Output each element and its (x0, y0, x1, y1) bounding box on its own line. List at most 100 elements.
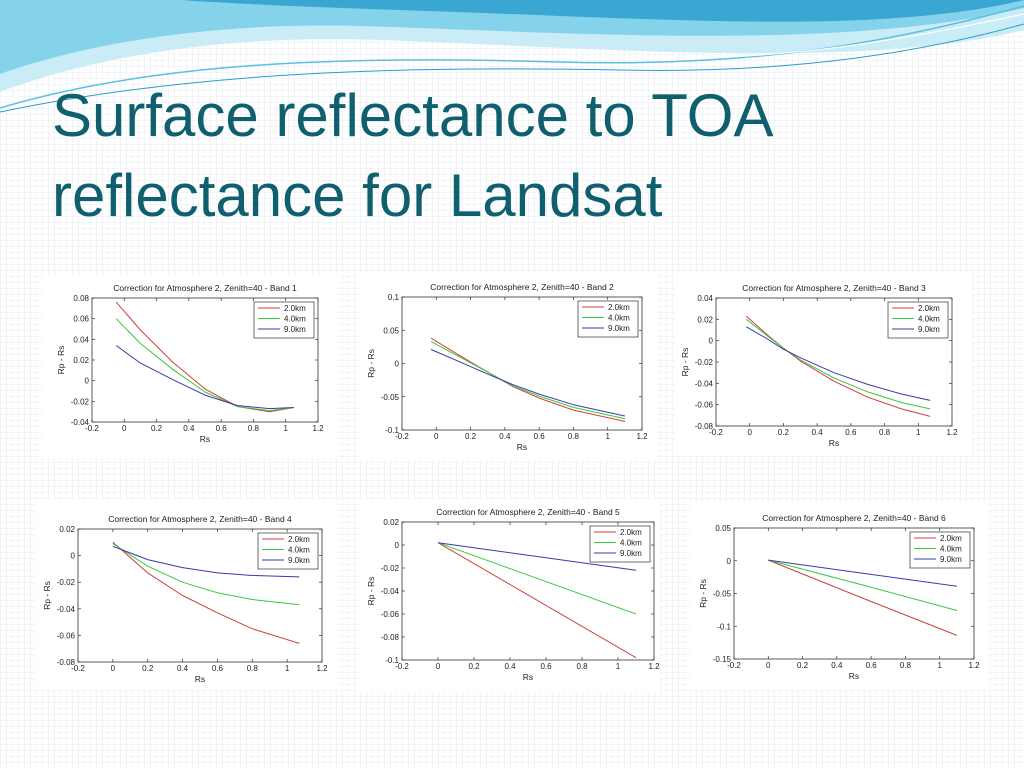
x-axis-label: Rs (517, 442, 527, 452)
series-line-9.0km (115, 345, 294, 410)
y-tick-label: 0.02 (73, 356, 89, 365)
legend-label: 2.0km (940, 534, 962, 543)
series-line-4.0km (430, 341, 626, 420)
y-tick-label: 0.02 (59, 525, 75, 534)
y-tick-label: 0.02 (697, 315, 713, 324)
y-tick-label: -0.06 (57, 631, 76, 640)
x-tick-label: 0.8 (879, 428, 891, 437)
y-tick-label: -0.1 (385, 656, 399, 665)
slide-title-line-2: reflectance for Landsat (52, 162, 663, 229)
y-tick-label: 0 (709, 337, 714, 346)
legend-label: 4.0km (288, 546, 310, 555)
y-axis-label: Rp - Rs (680, 348, 690, 377)
x-tick-label: -0.2 (85, 424, 99, 433)
x-axis-label: Rs (829, 438, 839, 448)
series-line-4.0km (768, 559, 958, 611)
x-tick-label: -0.2 (709, 428, 723, 437)
x-tick-label: 0.2 (468, 662, 480, 671)
y-tick-label: -0.05 (713, 590, 732, 599)
y-tick-label: 0 (85, 377, 90, 386)
wave-line-3 (0, 23, 1024, 113)
series-line-2.0km (437, 542, 637, 659)
legend-label: 9.0km (284, 325, 306, 334)
x-tick-label: 1.2 (636, 432, 648, 441)
x-tick-label: 0 (766, 661, 771, 670)
x-tick-label: 0 (434, 432, 439, 441)
wave-front (180, 0, 1024, 22)
legend-label: 4.0km (284, 315, 306, 324)
y-tick-label: -0.08 (57, 658, 76, 667)
x-tick-label: 0.2 (151, 424, 163, 433)
y-tick-label: -0.04 (695, 379, 714, 388)
legend-label: 9.0km (608, 324, 630, 333)
x-tick-label: 1 (285, 664, 290, 673)
legend-label: 2.0km (288, 535, 310, 544)
chart-title: Correction for Atmosphere 2, Zenith=40 -… (436, 507, 620, 517)
y-axis-label: Rp - Rs (42, 581, 52, 610)
x-tick-label: 0.8 (568, 432, 580, 441)
y-tick-label: -0.04 (57, 605, 76, 614)
x-tick-label: 0.6 (540, 662, 552, 671)
y-axis-label: Rp - Rs (366, 577, 376, 606)
y-tick-label: -0.1 (717, 622, 731, 631)
series-line-9.0km (437, 542, 637, 571)
chart-panel-band-1: Correction for Atmosphere 2, Zenith=40 -… (42, 275, 338, 458)
y-tick-label: 0.05 (383, 326, 399, 335)
x-tick-label: 1 (616, 662, 621, 671)
legend-label: 9.0km (918, 325, 940, 334)
series-line-4.0km (112, 543, 300, 606)
x-tick-label: -0.2 (395, 662, 409, 671)
slide-title: Surface reflectance to TOA reflectance f… (52, 76, 952, 236)
series-line-2.0km (115, 301, 294, 413)
chart-panel-band-2: Correction for Atmosphere 2, Zenith=40 -… (358, 272, 658, 460)
x-tick-label: -0.2 (395, 432, 409, 441)
x-tick-label: 0 (436, 662, 441, 671)
x-tick-label: 1.2 (946, 428, 958, 437)
x-tick-label: 0.4 (812, 428, 824, 437)
x-tick-label: 0.2 (797, 661, 809, 670)
x-axis-label: Rs (523, 672, 533, 682)
x-tick-label: 0.4 (504, 662, 516, 671)
chart-title: Correction for Atmosphere 2, Zenith=40 -… (108, 514, 292, 524)
y-tick-label: -0.06 (695, 401, 714, 410)
legend-label: 4.0km (620, 539, 642, 548)
y-tick-label: -0.06 (381, 610, 400, 619)
series-line-9.0km (430, 349, 626, 417)
series-line-2.0km (112, 541, 300, 644)
series-line-9.0km (746, 326, 931, 401)
legend-label: 2.0km (608, 303, 630, 312)
y-tick-label: 0 (71, 552, 76, 561)
y-tick-label: -0.04 (381, 587, 400, 596)
x-tick-label: 1 (283, 424, 288, 433)
x-tick-label: 0.2 (778, 428, 790, 437)
series-line-4.0km (437, 542, 637, 615)
legend-label: 2.0km (620, 528, 642, 537)
x-tick-label: 0 (122, 424, 127, 433)
x-tick-label: 0.2 (142, 664, 154, 673)
y-tick-label: 0.1 (388, 293, 400, 302)
chart-title: Correction for Atmosphere 2, Zenith=40 -… (762, 513, 946, 523)
series-line-9.0km (768, 559, 957, 587)
y-tick-label: -0.1 (385, 426, 399, 435)
series-line-2.0km (745, 315, 931, 417)
chart-band-4: Correction for Atmosphere 2, Zenith=40 -… (42, 514, 328, 684)
x-tick-label: -0.2 (727, 661, 741, 670)
x-tick-label: -0.2 (71, 664, 85, 673)
wave-line-1 (0, 5, 1024, 109)
x-tick-label: 1 (916, 428, 921, 437)
legend-label: 9.0km (620, 549, 642, 558)
chart-panel-band-3: Correction for Atmosphere 2, Zenith=40 -… (676, 272, 972, 456)
slide-title-line-1: Surface reflectance to TOA (52, 82, 774, 149)
chart-panel-band-4: Correction for Atmosphere 2, Zenith=40 -… (36, 500, 338, 690)
legend-label: 9.0km (288, 556, 310, 565)
y-tick-label: 0.05 (715, 524, 731, 533)
series-line-2.0km (430, 337, 626, 422)
y-tick-label: -0.02 (381, 564, 400, 573)
y-tick-label: 0.06 (73, 315, 89, 324)
legend-label: 9.0km (940, 555, 962, 564)
wave-line-2 (0, 13, 1024, 101)
chart-panel-band-5: Correction for Atmosphere 2, Zenith=40 -… (358, 500, 660, 692)
x-tick-label: 0.4 (183, 424, 195, 433)
x-axis-label: Rs (849, 671, 859, 681)
x-tick-label: 0.6 (866, 661, 878, 670)
